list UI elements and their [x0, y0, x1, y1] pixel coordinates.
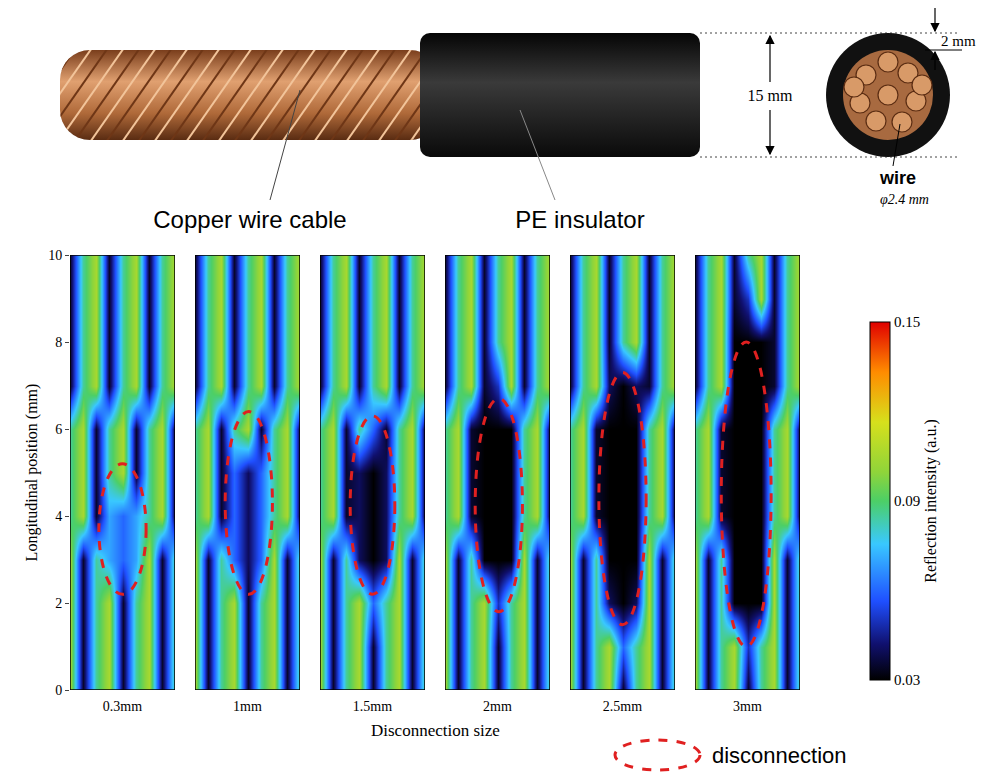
- svg-text:Reflection intensity (a.u.): Reflection intensity (a.u.): [922, 419, 940, 583]
- svg-text:15 mm: 15 mm: [748, 87, 793, 104]
- svg-text:8: 8: [55, 335, 62, 350]
- svg-text:2.5mm: 2.5mm: [603, 699, 642, 714]
- svg-text:10: 10: [48, 248, 62, 263]
- svg-text:2mm: 2mm: [483, 699, 512, 714]
- svg-text:2 mm: 2 mm: [941, 33, 976, 49]
- svg-text:wire: wire: [879, 168, 916, 188]
- svg-text:4: 4: [55, 509, 62, 524]
- svg-text:Longitudinal position (mm): Longitudinal position (mm): [23, 384, 41, 562]
- svg-text:Disconnection size: Disconnection size: [371, 721, 500, 740]
- svg-text:3mm: 3mm: [733, 699, 762, 714]
- svg-text:PE insulator: PE insulator: [515, 206, 644, 233]
- svg-text:φ2.4 mm: φ2.4 mm: [880, 192, 929, 207]
- svg-text:0.3mm: 0.3mm: [103, 699, 142, 714]
- svg-text:2: 2: [55, 596, 62, 611]
- svg-text:0.09: 0.09: [894, 493, 920, 509]
- svg-text:0: 0: [55, 683, 62, 698]
- svg-text:1mm: 1mm: [233, 699, 262, 714]
- svg-text:0.03: 0.03: [894, 672, 920, 688]
- svg-text:disconnection: disconnection: [712, 743, 847, 768]
- svg-text:0.15: 0.15: [894, 314, 920, 330]
- svg-text:1.5mm: 1.5mm: [353, 699, 392, 714]
- svg-text:6: 6: [55, 422, 62, 437]
- svg-text:Copper wire cable: Copper wire cable: [153, 206, 346, 233]
